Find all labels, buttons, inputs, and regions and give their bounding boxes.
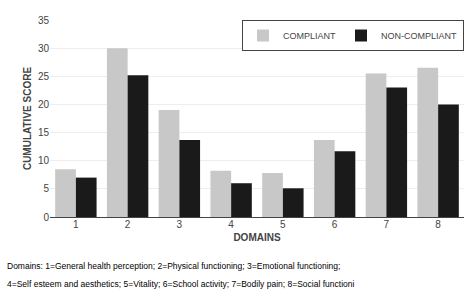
svg-text:5: 5 xyxy=(280,219,286,230)
svg-text:25: 25 xyxy=(38,71,50,82)
svg-text:Domains: 1=General health perc: Domains: 1=General health perception; 2=… xyxy=(7,261,340,271)
svg-text:20: 20 xyxy=(38,99,50,110)
svg-text:15: 15 xyxy=(38,127,50,138)
svg-text:5: 5 xyxy=(43,183,49,194)
svg-text:3: 3 xyxy=(177,219,183,230)
svg-text:0: 0 xyxy=(43,212,49,223)
svg-text:35: 35 xyxy=(38,15,50,26)
svg-text:CUMULATIVE SCORE: CUMULATIVE SCORE xyxy=(22,67,33,170)
svg-text:30: 30 xyxy=(38,43,50,54)
svg-text:4: 4 xyxy=(228,219,234,230)
svg-text:8: 8 xyxy=(435,219,441,230)
svg-text:2: 2 xyxy=(125,219,131,230)
svg-text:COMPLIANT: COMPLIANT xyxy=(283,31,336,41)
svg-text:7: 7 xyxy=(384,219,390,230)
svg-text:10: 10 xyxy=(38,155,50,166)
svg-text:DOMAINS: DOMAINS xyxy=(233,232,281,243)
svg-text:1: 1 xyxy=(73,219,79,230)
svg-text:4=Self esteem and aesthetics;: 4=Self esteem and aesthetics; 5=Vitality… xyxy=(7,279,354,289)
svg-text:6: 6 xyxy=(332,219,338,230)
svg-text:NON-COMPLIANT: NON-COMPLIANT xyxy=(381,31,457,41)
